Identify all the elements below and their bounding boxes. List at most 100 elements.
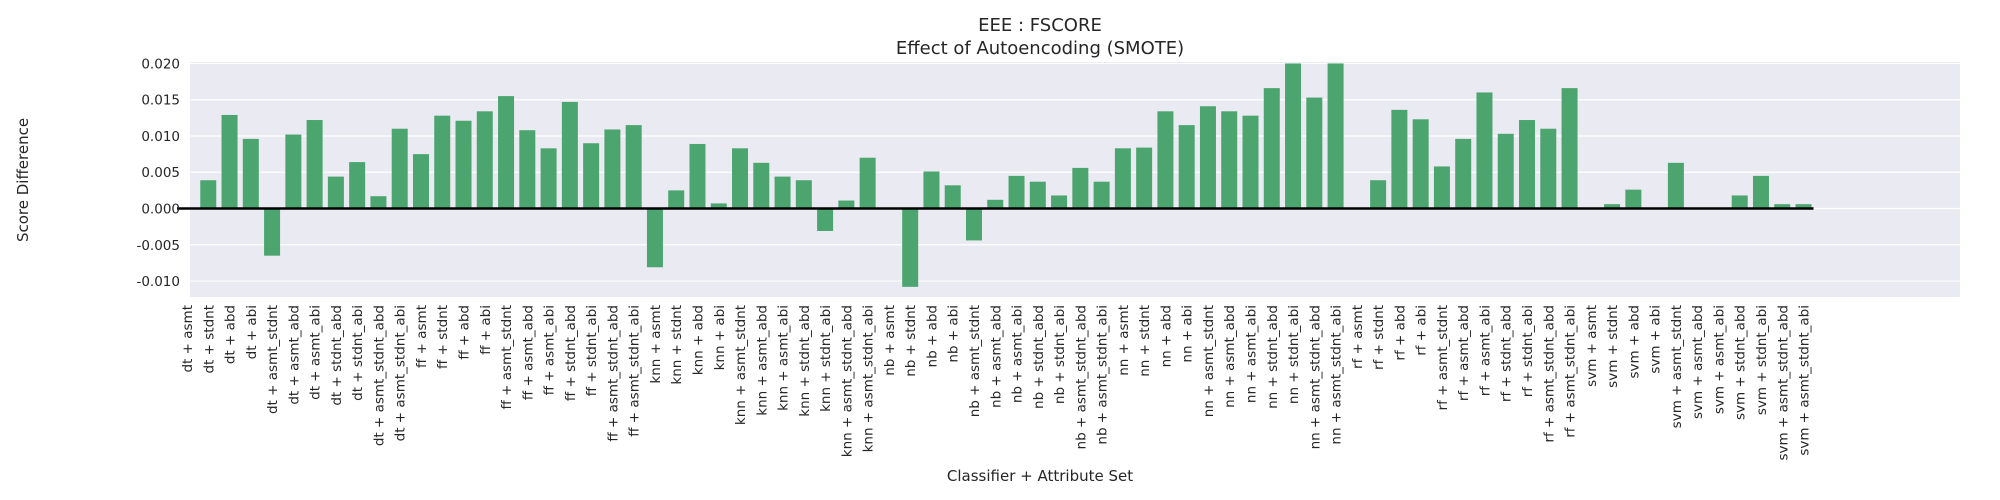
bar [1540, 128, 1557, 209]
x-tick-label: knn + asmt_abi [776, 305, 792, 411]
y-tick-label: 0.010 [141, 129, 180, 145]
bar [476, 111, 493, 209]
x-tick-label: nn + abd [1158, 305, 1174, 367]
x-tick-label: nn + stdnt_abi [1286, 305, 1302, 404]
x-tick-label: nb + abd [924, 305, 940, 367]
bar [1327, 63, 1344, 209]
x-tick-label: svm + asmt_abd [1690, 305, 1706, 419]
x-tick-label: ff + abi [478, 305, 494, 355]
x-tick-label: svm + asmt [1584, 305, 1600, 387]
x-tick-label: nn + asmt_abi [1244, 305, 1260, 403]
x-tick-label: dt + asmt_stdnt [265, 305, 281, 414]
bar [689, 143, 706, 209]
bar [817, 208, 834, 231]
x-tick-label: knn + abi [712, 305, 728, 370]
x-tick-label: ff + asmt_stdnt_abd [605, 305, 621, 442]
x-tick-label: svm + abd [1626, 305, 1642, 378]
x-tick-label: rf + asmt_abd [1456, 305, 1472, 401]
bar [859, 157, 876, 209]
x-tick-labels: dt + asmt dt + stdnt dt + abd dt + abi dt + … [180, 305, 1813, 460]
x-tick-label: knn + asmt [648, 305, 664, 384]
bar [498, 96, 515, 209]
x-tick-label: ff + asmt [414, 305, 430, 368]
bar [1476, 92, 1493, 209]
x-tick-label: rf + abi [1414, 305, 1430, 356]
bar [1263, 88, 1280, 209]
x-tick-label: nn + asmt_stdnt_abd [1307, 305, 1323, 449]
x-tick-label: knn + asmt_stdnt_abi [861, 305, 877, 452]
bar [987, 199, 1004, 209]
x-tick-label: nn + asmt [1116, 305, 1132, 376]
bar [285, 134, 302, 209]
x-tick-label: nn + asmt_stdnt_abi [1329, 305, 1345, 445]
bar [370, 196, 387, 209]
x-tick-label: rf + asmt_stdnt_abd [1541, 305, 1557, 443]
bar [1433, 166, 1450, 209]
bar [1008, 175, 1025, 209]
bar [242, 138, 259, 209]
bar [902, 208, 919, 287]
bar [1242, 115, 1259, 209]
bar [561, 101, 578, 209]
bar [1157, 111, 1174, 209]
x-tick-label: dt + abi [244, 305, 260, 359]
x-tick-label: ff + stdnt_abd [563, 305, 579, 401]
x-tick-label: svm + asmt_stdnt_abd [1775, 305, 1791, 460]
x-tick-label: rf + asmt_stdnt [1435, 305, 1451, 410]
y-tick-label: 0.000 [141, 202, 180, 218]
x-tick-label: dt + asmt_stdnt_abd [371, 305, 387, 446]
bar [732, 148, 749, 209]
bar [774, 176, 791, 209]
bar [1752, 175, 1769, 209]
x-tick-label: rf + asmt_abi [1477, 305, 1493, 396]
x-tick-label: nb + asmt_stdnt_abi [1095, 305, 1111, 445]
y-tick-label: -0.010 [136, 274, 180, 290]
x-tick-label: dt + abd [223, 305, 239, 364]
y-tick-label: -0.005 [136, 238, 180, 254]
bar [1774, 204, 1791, 209]
x-tick-label: nn + asmt_abd [1222, 305, 1238, 408]
bar [1114, 148, 1131, 209]
bar [1178, 125, 1195, 209]
x-tick-label: rf + stdnt_abd [1499, 305, 1515, 402]
bar [1306, 97, 1323, 209]
x-tick-label: dt + asmt_abi [308, 305, 324, 400]
bar [1497, 133, 1514, 209]
x-tick-label: nb + abi [946, 305, 962, 363]
x-tick-label: nn + stdnt [1137, 305, 1153, 377]
bar [753, 162, 770, 209]
y-tick-label: 0.005 [141, 165, 180, 181]
bar [1093, 181, 1110, 209]
x-tick-label: rf + stdnt [1371, 305, 1387, 370]
bar [540, 148, 557, 209]
bar [221, 114, 238, 209]
bar [646, 208, 663, 268]
bar [327, 176, 344, 209]
chart-title: EEE : FSCORE [978, 15, 1102, 36]
y-axis-label: Score Difference [14, 118, 32, 242]
x-tick-label: nb + asmt [882, 305, 898, 376]
bar [1731, 195, 1748, 209]
x-tick-label: svm + stdnt_abi [1754, 305, 1770, 415]
x-tick-label: svm + abi [1648, 305, 1664, 374]
bar [1072, 167, 1089, 209]
bar [519, 130, 536, 209]
x-tick-label: nb + stdnt_abi [1052, 305, 1068, 404]
bar [1051, 195, 1068, 209]
x-tick-label: dt + asmt_abd [286, 305, 302, 405]
x-tick-label: knn + asmt_stdnt_abd [839, 305, 855, 457]
y-tick-label: 0.015 [141, 93, 180, 109]
bar [1370, 180, 1387, 209]
bar [1136, 147, 1153, 209]
x-tick-label: ff + abd [457, 305, 473, 360]
bar [1795, 204, 1812, 209]
bar [795, 180, 812, 209]
x-tick-label: dt + stdnt [201, 305, 217, 374]
bar [455, 120, 472, 209]
bar [1519, 120, 1536, 209]
bar [583, 143, 600, 209]
bar [1412, 119, 1429, 209]
bar [1391, 109, 1408, 209]
x-tick-label: ff + asmt_stdnt_abi [627, 305, 643, 437]
